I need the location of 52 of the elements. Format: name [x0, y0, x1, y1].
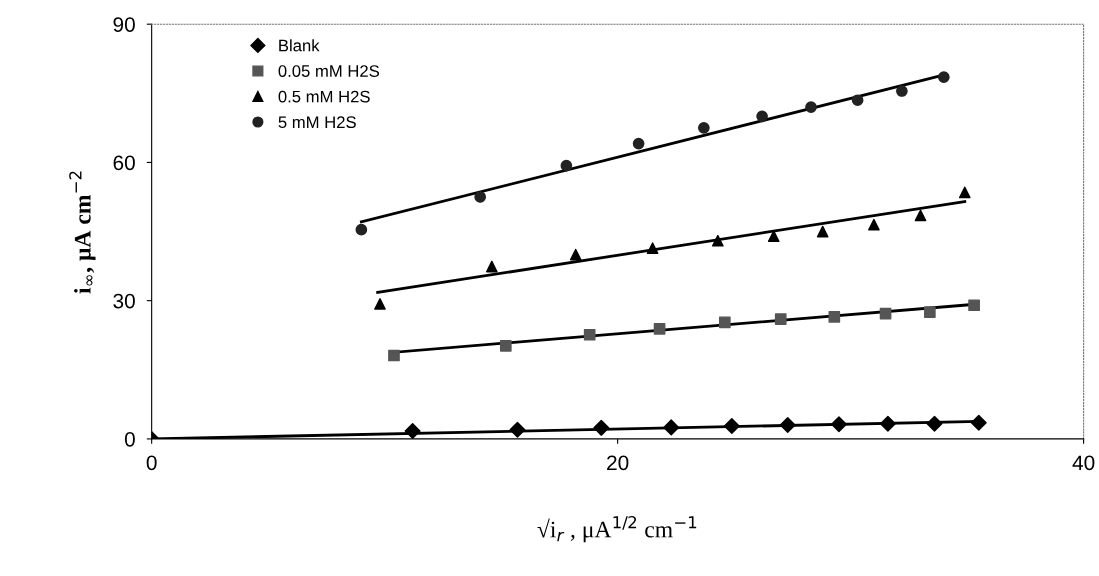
point — [879, 415, 896, 432]
point — [583, 328, 596, 341]
point — [779, 417, 796, 434]
point — [653, 322, 666, 335]
point — [937, 71, 950, 84]
y-tick-label: 60 — [113, 155, 135, 171]
point — [499, 339, 512, 352]
point — [474, 191, 487, 203]
point — [828, 310, 841, 323]
point — [830, 416, 847, 433]
point — [968, 299, 980, 312]
legend-label: 0.5 mM H2S — [278, 90, 370, 103]
y-tick-label: 30 — [113, 293, 135, 309]
point — [896, 85, 908, 97]
point — [388, 349, 400, 362]
y-tick-label: 90 — [113, 17, 135, 32]
point — [560, 159, 573, 172]
point — [355, 223, 368, 236]
point — [774, 313, 787, 325]
x-axis-title: √i$_{r}$ , μA$^{1/2}$ cm$^{−1}$ — [537, 515, 697, 543]
x-tick-label: 20 — [607, 455, 629, 471]
point — [663, 419, 680, 436]
point — [926, 415, 943, 432]
point — [756, 110, 768, 123]
y-axis-title: i$_{∞}$, μA cm$^{−2}$ — [69, 171, 96, 294]
point — [805, 101, 817, 113]
legend-label: Blank — [279, 39, 320, 52]
point — [970, 414, 987, 431]
y-tick-label: 0 — [124, 431, 135, 447]
point — [879, 307, 892, 320]
point — [697, 122, 710, 134]
x-tick-label: 40 — [1072, 455, 1095, 471]
point — [711, 234, 724, 247]
x-tick-label: 0 — [146, 455, 157, 471]
point — [816, 225, 829, 238]
point — [723, 418, 740, 434]
point — [632, 137, 645, 150]
point — [718, 316, 731, 329]
point — [485, 260, 498, 273]
point — [851, 94, 864, 107]
point — [914, 209, 927, 222]
point — [646, 242, 659, 254]
point — [404, 423, 421, 439]
point — [593, 419, 610, 436]
point — [958, 186, 971, 199]
point — [569, 248, 582, 261]
legend-label: 0.05 mM H2S — [278, 65, 380, 77]
point — [868, 218, 880, 231]
point — [923, 306, 936, 319]
legend-label: 5 mM H2S — [278, 116, 356, 129]
point — [509, 421, 526, 438]
point — [374, 298, 386, 310]
